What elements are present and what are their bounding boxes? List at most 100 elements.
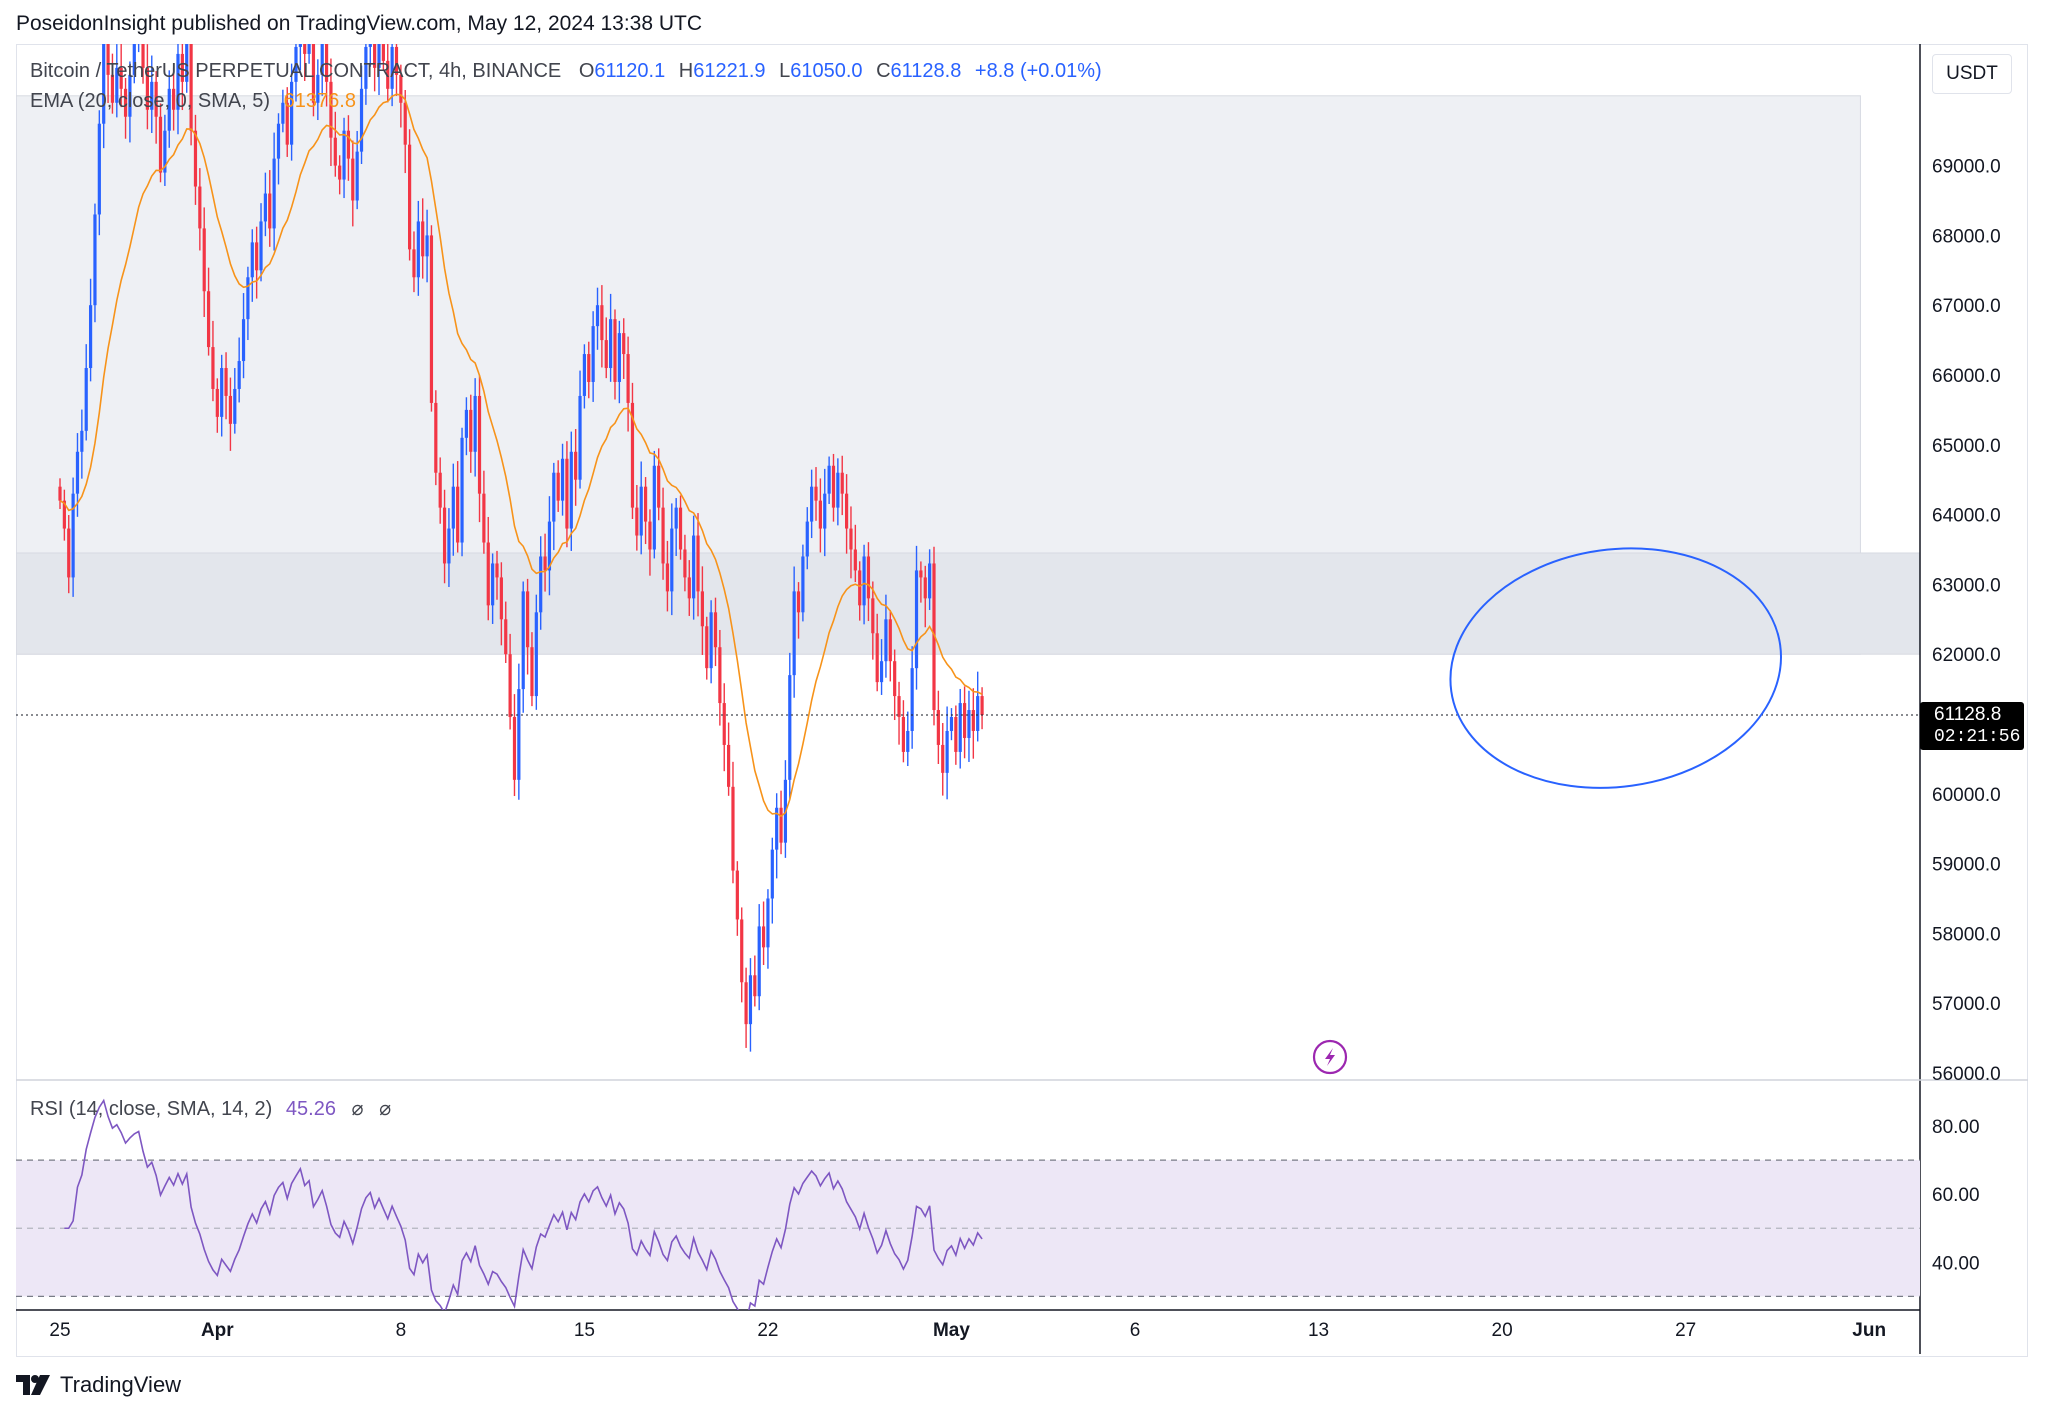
candle-body	[421, 221, 425, 257]
candle-body	[88, 305, 93, 369]
last-price-tag: 61128.8 02:21:56	[1920, 702, 2024, 750]
lightning-icon	[1312, 1039, 1348, 1075]
candle-body	[486, 542, 490, 606]
candle-body	[495, 563, 499, 578]
candle-body	[412, 249, 416, 278]
candle-body	[858, 570, 862, 606]
candle-body	[259, 221, 263, 271]
price-tick-label: 60000.0	[1932, 785, 2001, 806]
candle-body	[775, 807, 779, 850]
ema-label[interactable]: EMA (20, close, 0, SMA, 5)	[30, 90, 271, 112]
last-price-value: 61128.8	[1934, 704, 2002, 725]
tradingview-logo[interactable]: TradingView	[16, 1372, 181, 1398]
candle-body	[504, 619, 508, 655]
candle-body	[831, 465, 836, 508]
candle-body	[220, 368, 224, 417]
ema-legend[interactable]: EMA (20, close, 0, SMA, 5) 61376.8	[30, 90, 356, 113]
candle-body	[591, 326, 595, 382]
candle-body	[316, 74, 320, 103]
candle-body	[158, 116, 163, 173]
candle-body	[744, 982, 748, 1025]
candle-body	[128, 74, 132, 117]
candle-body	[552, 472, 556, 522]
candle-body	[849, 528, 853, 550]
candle-body	[700, 591, 704, 627]
candle-body	[665, 563, 670, 592]
candle-body	[827, 465, 831, 494]
candle-body	[661, 507, 665, 564]
candle-body	[97, 123, 101, 215]
candle-body	[630, 402, 635, 508]
price-tick-label: 63000.0	[1932, 575, 2001, 596]
resistance-zone	[16, 552, 1920, 655]
candle-body	[241, 319, 246, 362]
candle-body	[735, 870, 739, 920]
candle-body	[805, 521, 809, 557]
candle-body	[600, 305, 604, 341]
annotation-circle	[1449, 547, 1782, 789]
candle-body	[871, 598, 875, 634]
candle-body	[670, 528, 674, 592]
candle-body	[556, 472, 560, 501]
candle-body	[626, 354, 630, 403]
candle-body	[145, 67, 149, 110]
candle-body	[967, 710, 971, 738]
ohlc-low-label: L	[779, 60, 791, 82]
candle-body	[801, 556, 805, 613]
candle-body	[206, 291, 211, 348]
candle-body	[499, 577, 503, 620]
currency-button[interactable]: USDT	[1932, 54, 2012, 94]
candle-body	[879, 661, 884, 683]
candle-body	[954, 717, 958, 752]
candle-body	[307, 44, 311, 54]
rsi-label[interactable]: RSI (14, close, SMA, 14, 2)	[30, 1098, 273, 1120]
candle-body	[678, 507, 683, 550]
candle-body	[976, 696, 980, 731]
candle-body	[119, 67, 123, 89]
candle-body	[290, 81, 294, 145]
rsi-tick-label: 40.00	[1932, 1253, 1980, 1274]
candle-body	[329, 81, 333, 138]
symbol-legend[interactable]: Bitcoin / TetherUS PERPETUAL CONTRACT, 4…	[30, 60, 1102, 83]
candle-body	[941, 744, 945, 773]
candle-body	[683, 549, 687, 578]
candle-body	[696, 535, 700, 592]
candle-body	[617, 333, 621, 382]
chart-frame	[16, 44, 2028, 1357]
candle-body	[906, 730, 910, 752]
rsi-legend[interactable]: RSI (14, close, SMA, 14, 2) 45.26 ⌀ ⌀	[30, 1096, 391, 1121]
candle-body	[901, 717, 906, 752]
price-tick-label: 62000.0	[1932, 645, 2001, 666]
candle-body	[923, 577, 927, 599]
rsi-tick-label: 60.00	[1932, 1185, 1980, 1206]
time-tick-label: 8	[396, 1320, 407, 1341]
symbol-name[interactable]: Bitcoin / TetherUS PERPETUAL CONTRACT, 4…	[30, 60, 562, 82]
candle-body	[346, 130, 351, 159]
candle-body	[75, 451, 80, 494]
chart-canvas[interactable]: 56000.057000.058000.059000.060000.061000…	[16, 44, 2028, 1357]
candle-body	[285, 102, 289, 145]
candle-body	[62, 500, 66, 529]
candle-body	[84, 368, 88, 431]
ohlc-close-label: C	[876, 60, 891, 82]
candle-body	[276, 123, 281, 159]
candle-body	[185, 44, 189, 82]
price-tick-label: 68000.0	[1932, 226, 2001, 247]
candle-body	[298, 44, 302, 47]
candle-body	[390, 46, 394, 89]
candle-body	[294, 46, 298, 82]
candle-body	[193, 130, 198, 187]
candle-body	[132, 44, 136, 75]
candle-body	[914, 570, 919, 669]
candle-body	[399, 74, 403, 103]
time-tick-label: 13	[1308, 1320, 1329, 1341]
candle-body	[757, 926, 761, 997]
candle-body	[635, 507, 639, 536]
ohlc-close-value: 61128.8	[890, 60, 962, 82]
candle-body	[311, 44, 316, 103]
candle-body	[595, 305, 600, 327]
candle-body	[416, 221, 420, 278]
candle-body	[888, 619, 892, 662]
candle-body	[71, 493, 75, 578]
candle-body	[473, 395, 477, 452]
